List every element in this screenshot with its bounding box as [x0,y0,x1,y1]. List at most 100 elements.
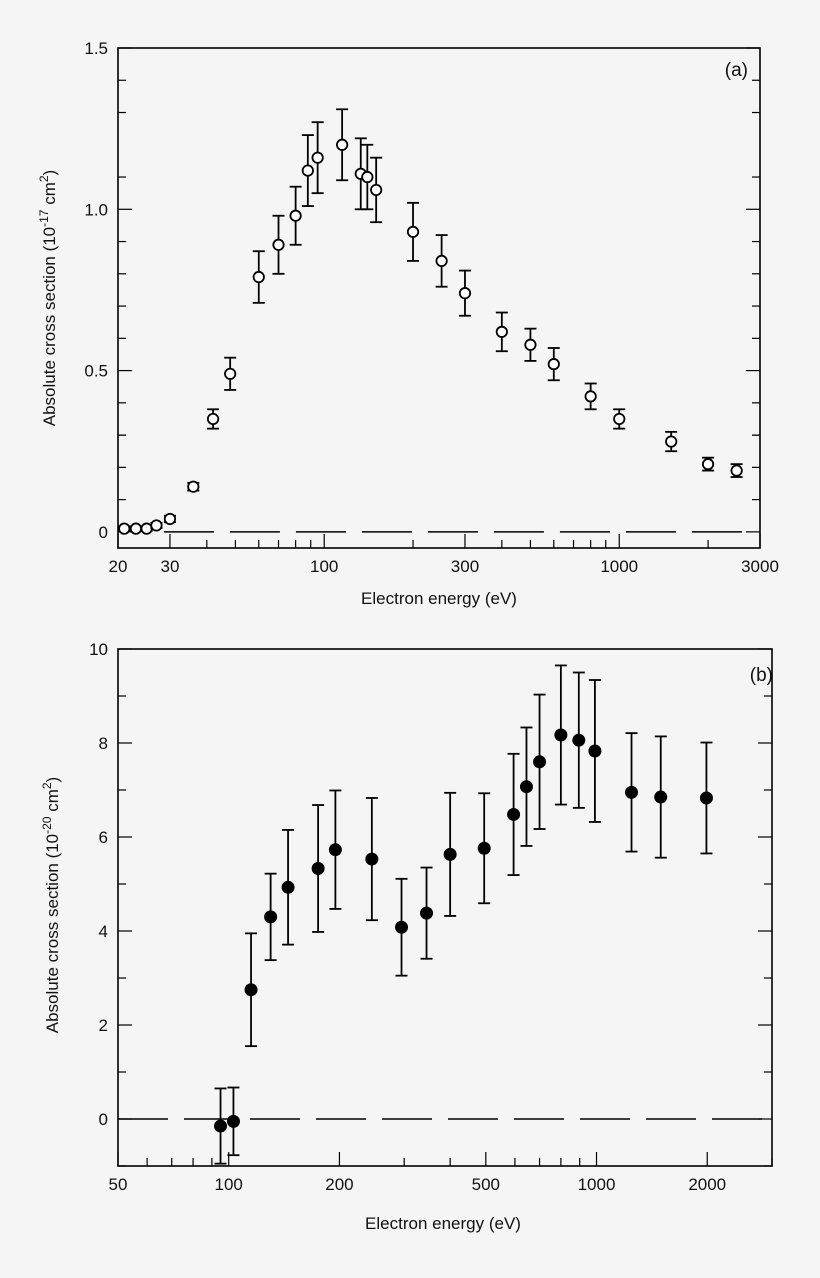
data-point-a [301,134,314,207]
data-point-b [533,693,547,830]
data-point-b [625,732,639,853]
marker-a [311,151,324,164]
marker-a [224,367,237,380]
data-point-b [699,741,713,855]
marker-b [699,791,713,805]
data-points-a [118,108,743,535]
y-label-main-b: Absolute cross section (10 [43,834,62,1033]
data-point-b [572,671,586,809]
data-point-a [163,512,177,526]
panel-label-a: (a) [725,60,748,81]
marker-b [554,728,568,742]
marker-b [533,755,547,769]
data-point-a [311,121,324,195]
data-point-b [281,829,295,946]
data-point-a [252,250,265,304]
marker-a [206,412,220,426]
y-label-end-a: ) [40,170,59,176]
marker-b [226,1114,240,1128]
y-axis-label-b: Absolute cross section (10-20 cm2) [40,777,62,1033]
data-point-b [395,877,409,977]
plot-frame-a [117,47,761,549]
marker-a [289,209,302,222]
data-point-a [665,430,678,453]
marker-a [150,519,163,532]
x-axis-label-a: Electron energy (eV) [361,589,517,608]
y-tick-label-b: 0 [99,1110,108,1129]
marker-a [129,522,143,535]
marker-b [281,880,295,894]
marker-a [524,338,537,351]
y-label-end-b: ) [43,777,62,783]
x-tick-label-b: 500 [472,1175,500,1194]
data-point-b [420,866,434,960]
y-axis-ticks-b: 0 2 4 6 8 10 [89,640,772,1167]
data-point-a [187,480,200,493]
data-point-b [654,735,668,859]
marker-b [244,983,258,997]
panel-b: 50 100 200 500 1000 2000 0 2 4 6 8 10 (b) Electron… [40,640,773,1233]
x-tick-label-a: 1000 [600,557,638,576]
x-tick-label-a: 100 [310,557,338,576]
data-point-b [311,804,325,933]
x-tick-label-b: 2000 [688,1175,726,1194]
marker-a [252,270,265,284]
data-point-b [214,1087,228,1165]
y-axis-label-a: Absolute cross section (10-17 cm2) [37,170,59,426]
marker-b [507,807,521,821]
data-point-b [365,797,379,922]
data-point-a [458,269,472,317]
y-tick-label-b: 6 [99,828,108,847]
marker-a [187,480,200,493]
marker-b [588,744,602,758]
marker-a [584,390,597,403]
panel-a: 20 30 100 300 1000 3000 0 0.5 1.0 1.5 (a) Electr… [37,39,779,608]
y-axis-ticks-a: 0 0.5 1.0 1.5 [84,39,760,542]
marker-a [140,522,153,535]
y-label-unit-a: cm [40,182,59,209]
marker-a [613,412,626,426]
marker-a [361,170,374,184]
data-point-a [206,408,220,430]
y-tick-label-a: 1.0 [84,200,108,219]
data-point-a [289,185,302,246]
x-axis-ticks-b: 50 100 200 500 1000 2000 [109,1152,773,1194]
data-point-a [495,311,508,353]
y-label-main-a: Absolute cross section (10 [40,227,59,426]
data-point-a [150,519,163,532]
marker-a [458,287,472,300]
y-label-exponent-b: -20 [40,816,54,834]
data-point-a [730,463,743,478]
marker-b [443,847,457,861]
marker-a [547,358,560,371]
marker-a [370,183,383,197]
plot-frame-b [117,648,773,1167]
data-point-a [370,156,383,224]
x-tick-label-b: 1000 [578,1175,616,1194]
y-tick-label-b: 4 [99,922,108,941]
marker-a [730,464,743,477]
marker-b [477,841,491,855]
marker-b [654,790,668,804]
marker-a [701,458,715,471]
y-tick-label-b: 2 [99,1016,108,1035]
data-point-a [361,143,374,211]
marker-b [519,780,533,794]
data-point-b [519,726,533,847]
x-tick-label-b: 200 [325,1175,353,1194]
marker-a [435,254,448,268]
x-tick-label-b: 100 [215,1175,243,1194]
y-label-square-b: 2 [40,782,54,789]
data-point-b [588,679,602,823]
y-tick-label-b: 8 [99,734,108,753]
data-point-a [435,234,448,288]
marker-a [406,225,420,238]
data-point-a [547,347,560,382]
marker-b [365,852,379,866]
marker-b [625,785,639,799]
data-point-a [524,327,537,362]
y-tick-label-a: 0.5 [84,362,108,381]
data-point-b [554,664,568,806]
y-label-exponent-a: -17 [37,209,51,227]
